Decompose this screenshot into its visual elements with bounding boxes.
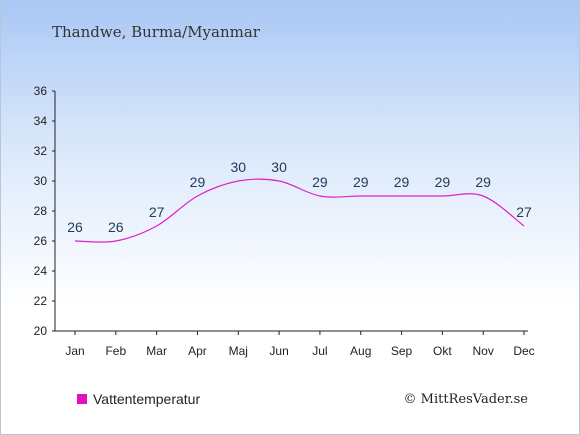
data-label: 26 — [67, 219, 83, 235]
series-group — [74, 178, 525, 243]
x-axis: Jan Feb Mar Apr Maj Jun Jul Aug Sep Okt Nov Dec — [55, 330, 535, 358]
data-label: 29 — [190, 174, 206, 190]
y-tick-label: 20 — [34, 324, 48, 338]
x-tick-label: Maj — [229, 344, 248, 358]
y-axis: 20 22 24 26 28 30 32 34 36 — [34, 84, 56, 338]
credit-text: © MittResVader.se — [404, 392, 529, 407]
data-label: 26 — [108, 219, 124, 235]
data-label: 27 — [149, 204, 165, 220]
chart-title: Thandwe, Burma/Myanmar — [52, 23, 261, 41]
x-tick-label: Apr — [188, 344, 207, 358]
x-tick-label: Sep — [391, 344, 413, 358]
data-label: 29 — [475, 174, 491, 190]
legend-label: Vattentemperatur — [93, 391, 200, 407]
x-tick-label: Feb — [105, 344, 126, 358]
x-tick-label: Mar — [146, 344, 167, 358]
y-tick-label: 32 — [34, 144, 48, 158]
data-label: 29 — [312, 174, 328, 190]
data-label: 30 — [230, 159, 246, 175]
data-label: 29 — [353, 174, 369, 190]
y-tick-label: 22 — [34, 294, 48, 308]
x-tick-label: Jul — [312, 344, 327, 358]
y-tick-label: 28 — [34, 204, 48, 218]
x-tick-label: Jan — [65, 344, 84, 358]
x-tick-label: Nov — [473, 344, 494, 358]
y-tick-label: 36 — [34, 84, 48, 98]
data-label: 30 — [271, 159, 287, 175]
y-tick-label: 24 — [34, 264, 48, 278]
y-tick-label: 30 — [34, 174, 48, 188]
data-label: 29 — [435, 174, 451, 190]
x-tick-label: Jun — [269, 344, 288, 358]
legend-swatch — [77, 394, 87, 404]
y-tick-label: 26 — [34, 234, 48, 248]
data-label: 27 — [516, 204, 532, 220]
series-line — [74, 178, 525, 243]
x-tick-label: Okt — [433, 344, 452, 358]
y-tick-label: 34 — [34, 114, 48, 128]
x-tick-label: Dec — [513, 344, 534, 358]
data-label: 29 — [394, 174, 410, 190]
data-labels: 26 26 27 29 30 30 29 29 29 29 29 27 — [67, 159, 532, 235]
x-tick-label: Aug — [350, 344, 371, 358]
